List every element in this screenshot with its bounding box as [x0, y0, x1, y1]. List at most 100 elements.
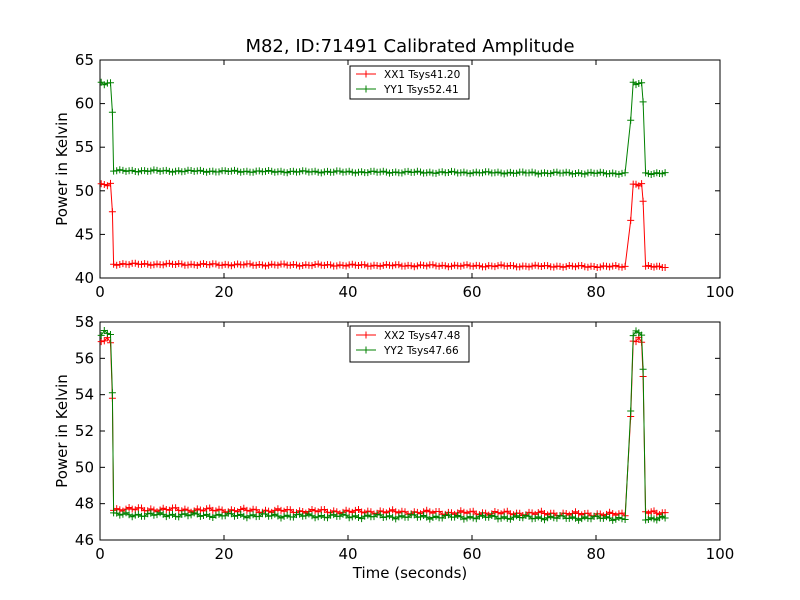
- data-point-marker: [568, 262, 576, 270]
- legend: XX2 Tsys47.48 YY2 Tsys47.66: [349, 325, 470, 363]
- data-point-marker: [355, 262, 362, 269]
- data-point-marker: [181, 167, 189, 175]
- data-point-marker: [379, 514, 387, 521]
- data-point-marker: [615, 514, 623, 521]
- data-point-marker: [100, 181, 108, 188]
- data-point-marker: [302, 167, 310, 175]
- x-axis-label: Time (seconds): [352, 564, 468, 582]
- data-point-marker: [212, 260, 220, 268]
- legend-box: [349, 325, 470, 363]
- data-point-marker: [609, 169, 617, 177]
- data-point-marker: [469, 262, 477, 270]
- data-point-marker: [364, 511, 372, 519]
- data-point-marker: [162, 166, 170, 174]
- data-point-marker: [609, 510, 617, 517]
- data-point-marker: [342, 168, 350, 176]
- data-point-marker: [196, 166, 204, 174]
- data-point-marker: [178, 260, 186, 268]
- y-tick-label: 58: [75, 313, 94, 331]
- data-point-marker: [215, 510, 223, 518]
- x-tick-label: 60: [462, 283, 481, 301]
- data-point-marker: [559, 169, 567, 177]
- y-tick-label: 50: [75, 458, 94, 476]
- data-point-marker: [562, 263, 570, 271]
- data-point-marker: [410, 168, 418, 176]
- data-point-marker: [389, 262, 397, 270]
- data-point-marker: [522, 512, 530, 519]
- data-point-marker: [361, 261, 369, 269]
- data-point-marker: [603, 513, 610, 521]
- data-point-marker: [330, 168, 338, 176]
- data-point-marker: [277, 514, 285, 522]
- data-point-marker: [327, 261, 335, 269]
- data-point-marker: [339, 261, 347, 269]
- data-point-marker: [389, 513, 397, 521]
- data-point-marker: [618, 169, 626, 177]
- data-point-marker: [165, 167, 173, 175]
- data-point-marker: [531, 261, 539, 269]
- data-point-marker: [603, 262, 610, 270]
- data-point-marker: [268, 167, 276, 175]
- data-point-marker: [572, 170, 579, 177]
- data-point-marker: [100, 337, 108, 345]
- y-tick-label: 56: [75, 349, 94, 367]
- data-point-marker: [525, 169, 533, 177]
- data-point-marker: [308, 262, 316, 270]
- data-point-marker: [355, 514, 362, 521]
- x-tick-label: 0: [95, 545, 105, 563]
- data-point-marker: [466, 513, 474, 521]
- data-point-marker: [153, 166, 161, 174]
- data-point-marker: [97, 331, 105, 339]
- data-point-marker: [231, 261, 238, 269]
- data-point-marker: [296, 168, 304, 176]
- x-tick-label: 40: [338, 545, 357, 563]
- data-point-marker: [178, 510, 186, 518]
- data-point-marker: [345, 167, 353, 175]
- data-point-marker: [107, 331, 114, 338]
- data-point-marker: [150, 511, 158, 519]
- data-point-marker: [299, 262, 307, 269]
- data-point-marker: [379, 261, 387, 269]
- data-point-marker: [339, 510, 347, 518]
- data-point-marker: [621, 169, 629, 177]
- data-point-marker: [612, 515, 620, 523]
- data-point-marker: [553, 168, 561, 176]
- data-point-marker: [302, 512, 310, 520]
- data-point-marker: [621, 516, 629, 523]
- data-point-marker: [141, 260, 149, 268]
- data-point-marker: [547, 170, 555, 178]
- data-point-marker: [457, 507, 465, 515]
- data-point-marker: [308, 506, 316, 513]
- data-point-marker: [575, 169, 583, 177]
- data-point-marker: [494, 509, 502, 517]
- data-point-marker: [125, 504, 133, 511]
- data-point-marker: [110, 260, 118, 268]
- data-point-marker: [638, 79, 646, 87]
- data-point-marker: [460, 515, 468, 523]
- data-point-marker: [172, 261, 180, 268]
- data-point-marker: [485, 168, 493, 176]
- data-point-marker: [240, 512, 248, 520]
- data-point-marker: [156, 167, 164, 175]
- data-point-marker: [305, 510, 313, 518]
- data-point-marker: [147, 261, 155, 269]
- data-point-marker: [627, 216, 635, 224]
- data-point-marker: [265, 167, 273, 174]
- data-point-marker: [479, 169, 486, 177]
- data-point-marker: [249, 168, 257, 176]
- y-tick-label: 52: [75, 422, 94, 440]
- data-point-marker: [559, 263, 567, 271]
- data-point-marker: [638, 331, 646, 339]
- data-point-marker: [466, 170, 474, 178]
- legend-label: XX2 Tsys47.48: [384, 330, 460, 342]
- data-point-marker: [293, 261, 300, 269]
- data-point-marker: [497, 261, 505, 269]
- data-point-marker: [243, 167, 251, 175]
- data-point-marker: [234, 512, 242, 519]
- data-point-marker: [169, 168, 176, 176]
- data-point-marker: [283, 169, 291, 177]
- data-point-marker: [382, 168, 390, 176]
- data-point-marker: [212, 511, 220, 519]
- data-point-marker: [252, 261, 260, 269]
